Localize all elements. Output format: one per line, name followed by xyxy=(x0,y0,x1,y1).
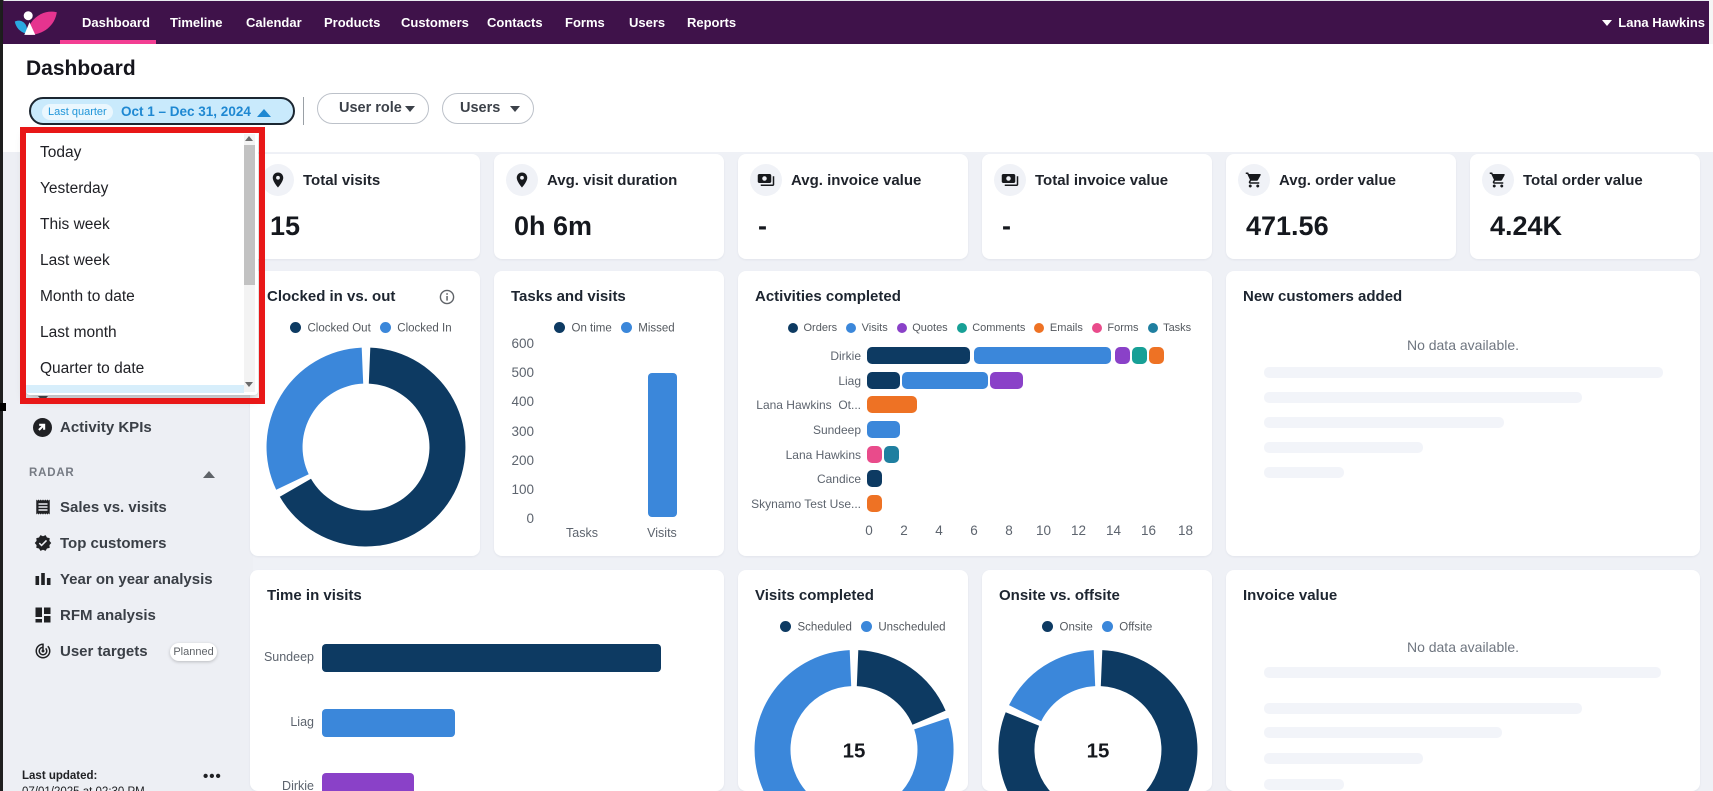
svg-text:15: 15 xyxy=(1087,740,1110,763)
svg-text:15: 15 xyxy=(843,740,866,763)
